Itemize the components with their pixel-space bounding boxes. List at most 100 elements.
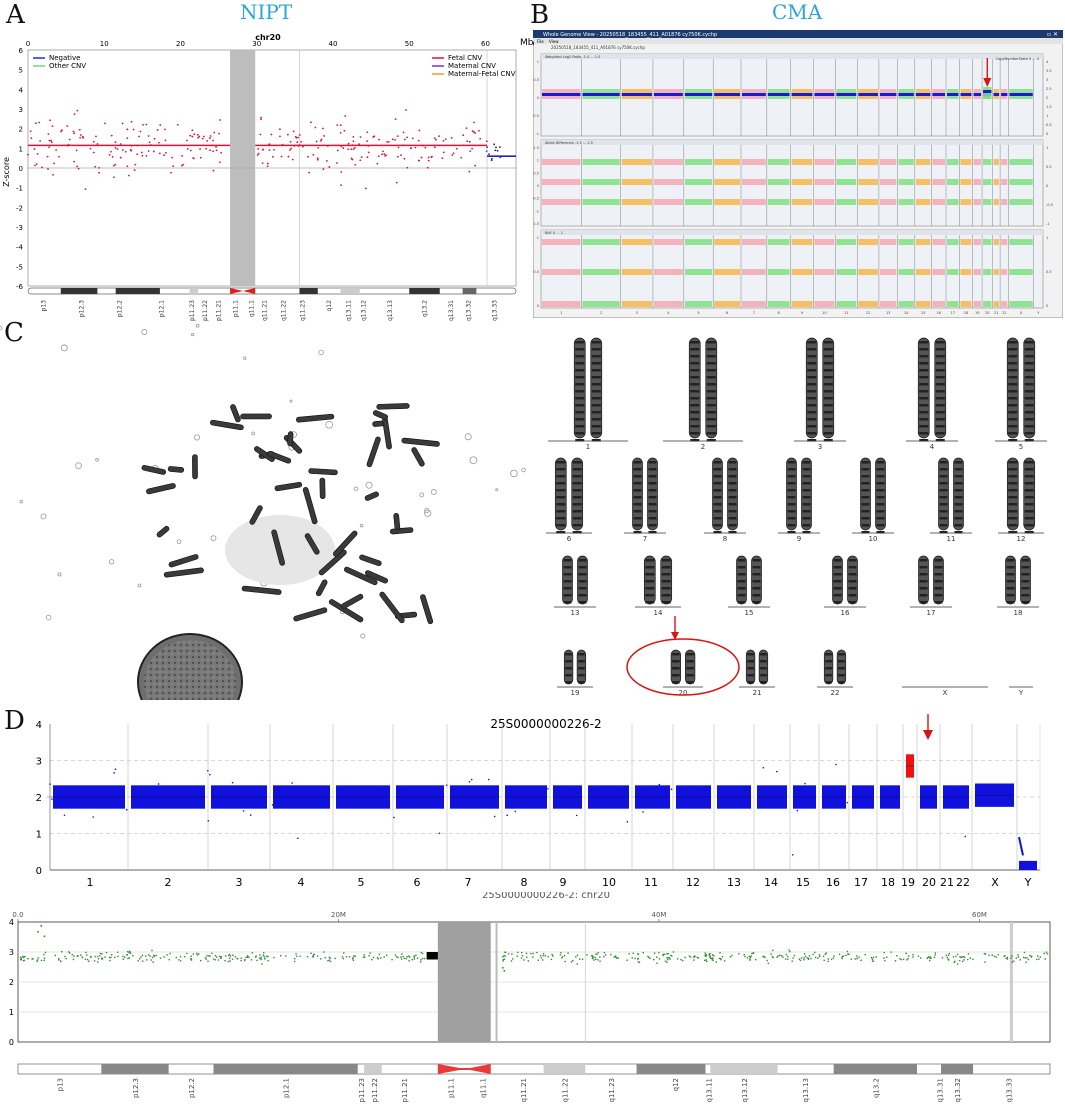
genome-outlier [626,821,629,823]
chr20-point [240,959,242,962]
cma-data-band [791,199,813,205]
cma-menu-view[interactable]: View [549,39,559,44]
karyo-band [575,348,585,351]
chr20-point [196,954,199,956]
karyo-band [648,468,657,471]
chr20-point [36,959,39,961]
chr20-point [377,958,379,960]
karyo-band [848,587,857,590]
genome-outlier [113,772,115,774]
karyo-band [954,496,963,499]
cma-window-controls[interactable]: ▫ ✕ [1047,31,1058,38]
genome-outlier [231,781,234,784]
karyo-chrom-label: 12 [1017,535,1026,543]
chr20-point [255,956,257,958]
chr20-point [807,958,810,960]
metaphase-chromosome [274,481,303,492]
nipt-point [47,133,50,135]
chr20-point [352,959,355,961]
nipt-legend-label: Other CNV [49,62,86,70]
karyo-band [807,362,817,365]
chr20-x-tick: 0.0 [12,911,23,919]
chr20-point [169,952,171,955]
nipt-point [320,139,322,142]
cma-menu-file[interactable]: File [537,39,544,44]
karyo-band [823,355,833,358]
debris-dot [137,583,142,588]
chr20-point [250,959,253,961]
karyo-band [706,397,716,400]
cma-x-label: 16 [936,311,940,315]
karyo-band [823,390,833,393]
chr20-point [572,959,574,962]
chr20-point [712,957,714,959]
karyo-band [572,517,582,520]
chr20-point [958,959,961,962]
nipt-band-label: q13.33 [492,300,499,321]
chr20-point [791,960,793,962]
nipt-point [209,135,212,137]
chr20-point [516,955,518,957]
cma-data-band [983,159,992,165]
cma-log2-line [879,93,897,96]
chr20-point [510,960,513,962]
karyo-band [1008,475,1018,478]
karyo-band [1006,559,1015,562]
chr20-band-label: q13.31 [936,1078,944,1102]
genome-outlier [110,794,113,797]
karyo-band [919,390,929,393]
cma-track-title: BAF 0 ... 1 [545,231,563,235]
metaphase-chromosome [141,464,167,475]
chr20-point [559,954,562,956]
cma-x-label: 11 [844,311,848,315]
genome-outlier [51,798,53,800]
debris-dot [251,431,256,436]
chr20-point [615,956,617,958]
cma-log2-line [960,93,972,96]
nipt-legend-label: Maternal-Fetal CNV [448,70,516,78]
karyo-band [954,482,963,485]
karyo-band [1024,369,1034,372]
chr20-point [705,960,708,963]
karyo-band [747,674,754,677]
nipt-band-label: q11.21 [261,300,268,321]
cma-track-header [541,54,1043,59]
karyo-band [802,503,811,506]
karyo-band [563,573,572,576]
metaphase-chromosome [379,591,405,624]
genome-outlier [393,816,395,819]
cma-data-band [542,199,581,205]
chr20-point [824,953,826,955]
nipt-point [279,128,281,131]
chr20-point [599,960,601,962]
karyo-band [690,432,700,435]
karyo-band [848,566,857,569]
karyo-band [713,468,722,471]
chr20-point [263,951,265,954]
chr20-gap-edge [495,922,498,1042]
chr20-point [947,958,949,960]
cma-right-tick: 0 [1046,132,1048,136]
nipt-point [427,156,430,159]
metaphase-chromosome [359,554,382,567]
chr20-point [731,954,733,957]
chr20-point [1030,956,1033,958]
nipt-x-tick: 60 [481,40,490,48]
nipt-point [212,169,215,172]
nipt-centromere-p [230,288,244,294]
nipt-x-tick: 10 [100,40,109,48]
karyo-band [591,439,601,442]
karyo-band [1024,517,1034,520]
karyo-band [954,503,963,506]
chr20-point [229,957,231,959]
nipt-point [172,165,175,168]
karyo-band [954,475,963,478]
cma-data-band [1009,159,1033,165]
chr20-point [749,958,751,960]
cma-data-band [767,199,790,205]
cma-data-band [767,239,790,245]
chr20-point [413,958,416,960]
chr20-band-label: q13.13 [802,1078,810,1102]
